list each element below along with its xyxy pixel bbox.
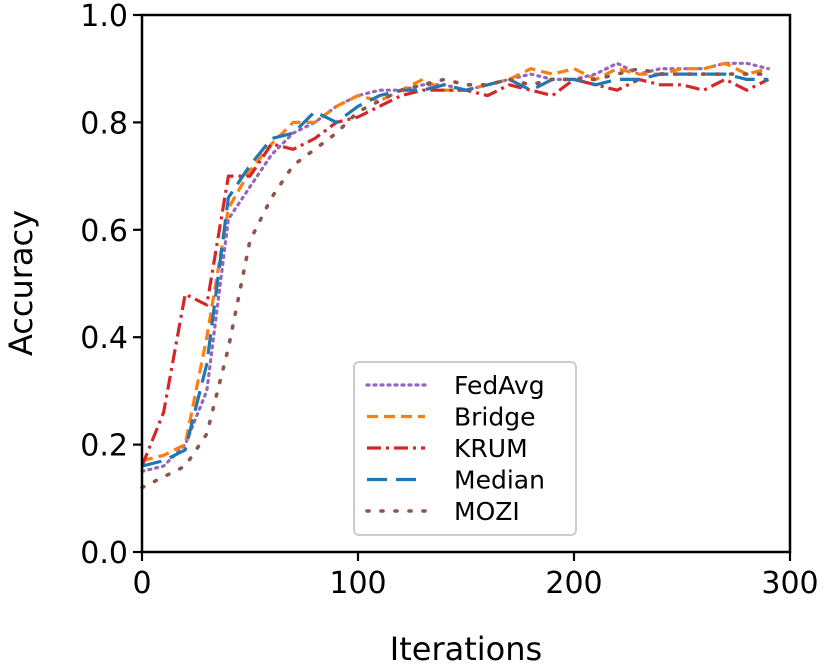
x-axis-label: Iterations bbox=[390, 630, 542, 668]
legend-label-bridge: Bridge bbox=[454, 403, 536, 432]
ticks-layer: 0 100 200 300 0.0 0.2 0.4 0.6 0.8 1.0 bbox=[80, 0, 818, 601]
legend-box bbox=[353, 361, 577, 536]
y-axis-label: Accuracy bbox=[2, 210, 40, 356]
legend-label-median: Median bbox=[454, 466, 545, 495]
series-line-mozi bbox=[140, 66, 771, 490]
x-tick-label: 300 bbox=[761, 566, 818, 601]
y-tick-label: 0.2 bbox=[80, 429, 128, 464]
y-tick-label: 0.8 bbox=[80, 106, 128, 141]
series-layer bbox=[140, 61, 771, 490]
legend-label-fedavg: FedAvg bbox=[454, 371, 545, 400]
legend-label-krum: KRUM bbox=[454, 434, 528, 463]
y-tick-label: 0.6 bbox=[80, 214, 128, 249]
x-tick-label: 0 bbox=[132, 566, 151, 601]
y-tick-label: 1.0 bbox=[80, 0, 128, 34]
y-tick-label: 0.4 bbox=[80, 321, 128, 356]
y-tick-label: 0.0 bbox=[80, 536, 128, 571]
legend-label-mozi: MOZI bbox=[454, 497, 520, 526]
x-tick-label: 200 bbox=[545, 566, 602, 601]
series-line-krum bbox=[140, 77, 770, 467]
plot-frame bbox=[140, 13, 792, 554]
x-tick-label: 100 bbox=[329, 566, 386, 601]
